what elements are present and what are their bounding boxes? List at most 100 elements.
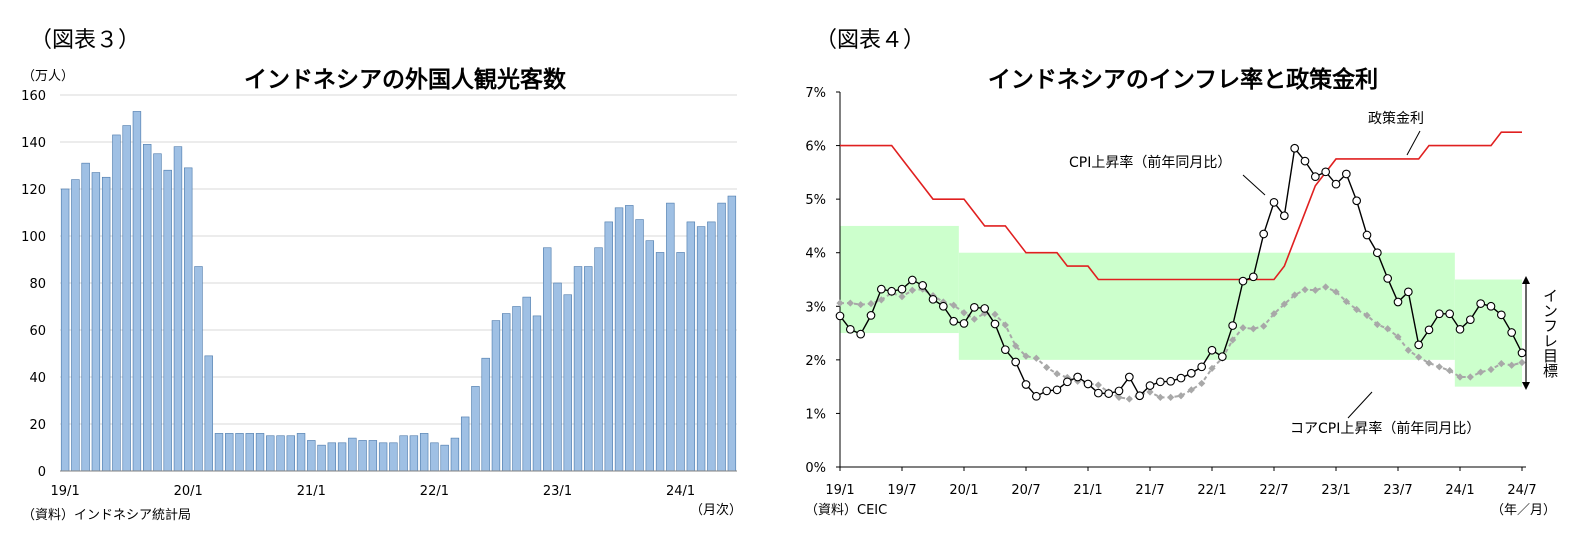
core-cpi-point bbox=[1363, 311, 1371, 319]
cpi-point bbox=[1031, 391, 1041, 401]
chart2-y-tick-label: 3% bbox=[805, 300, 826, 315]
chart1-bar bbox=[60, 188, 70, 472]
cpi-point bbox=[1455, 324, 1465, 334]
cpi-point bbox=[1248, 272, 1258, 282]
cpi-point bbox=[1259, 229, 1269, 239]
chart1-bar bbox=[214, 433, 224, 472]
cpi-point bbox=[1217, 352, 1227, 361]
core-cpi-point bbox=[1394, 333, 1402, 341]
core-cpi-point bbox=[908, 286, 916, 294]
cpi-point bbox=[1000, 345, 1010, 355]
core-cpi-point bbox=[857, 301, 865, 309]
chart1-bar bbox=[163, 169, 172, 472]
cpi-point bbox=[1300, 156, 1310, 166]
cpi-point bbox=[835, 311, 845, 321]
cpi-point bbox=[876, 284, 886, 294]
policy-rate-annotation: 政策金利 bbox=[1368, 110, 1424, 127]
chart1-bar bbox=[450, 437, 460, 472]
cpi-point bbox=[1352, 196, 1362, 206]
chart1-bar bbox=[676, 252, 685, 472]
chart1-bar bbox=[532, 315, 542, 472]
chart1-bar bbox=[348, 437, 357, 472]
core-cpi-point bbox=[1022, 352, 1030, 360]
inflation-target-label: インフレ目標 bbox=[1541, 288, 1559, 378]
cpi-point bbox=[1414, 340, 1424, 350]
cpi-point bbox=[938, 301, 948, 311]
core-cpi-point bbox=[1353, 305, 1361, 314]
cpi-point bbox=[1393, 297, 1403, 307]
chart1-x-tick-label: 24/1 bbox=[666, 484, 695, 499]
figure3-label: （図表３） bbox=[30, 28, 140, 53]
chart1-bar bbox=[71, 179, 80, 472]
core-cpi-point bbox=[1415, 353, 1423, 361]
cpi-point bbox=[1114, 386, 1124, 396]
chart1-bar bbox=[91, 172, 101, 472]
chart1-bar bbox=[112, 134, 121, 472]
core-cpi-point bbox=[1198, 379, 1206, 388]
cpi-pointer bbox=[1242, 174, 1266, 196]
chart1-bar bbox=[276, 435, 285, 472]
cpi-point bbox=[1290, 143, 1300, 153]
cpi-point bbox=[1445, 309, 1455, 319]
cpi-point bbox=[1465, 315, 1475, 325]
chart2-x-tick-label: 21/7 bbox=[1135, 483, 1164, 498]
chart1-bar bbox=[707, 221, 716, 472]
core-cpi-point bbox=[970, 315, 978, 323]
chart2-x-unit: （年／月） bbox=[1491, 503, 1556, 518]
chart2-x-tick-label: 24/1 bbox=[1445, 483, 1474, 498]
cpi-point bbox=[1476, 299, 1486, 308]
chart1-y-tick-label: 0 bbox=[38, 465, 46, 480]
chart1-bar bbox=[645, 240, 655, 472]
cpi-point bbox=[1279, 211, 1289, 221]
core-cpi-point bbox=[1187, 386, 1195, 394]
chart1-y-tick-label: 20 bbox=[29, 418, 46, 433]
chart1-bar bbox=[696, 226, 706, 472]
core-cpi-annotation: コアCPI上昇率（前年同月比） bbox=[1290, 420, 1480, 437]
chart1-bar bbox=[614, 207, 624, 472]
cpi-point bbox=[1073, 372, 1083, 382]
chart2-y-tick-label: 5% bbox=[805, 193, 826, 208]
cpi-point bbox=[959, 319, 969, 328]
core-cpi-point bbox=[1229, 336, 1237, 344]
chart1-bar bbox=[655, 252, 665, 472]
core-cpi-point bbox=[1043, 363, 1051, 371]
core-cpi-point bbox=[1311, 286, 1319, 294]
chart2-title: インドネシアのインフレ率と政策金利 bbox=[988, 66, 1378, 93]
chart2-y-tick-label: 2% bbox=[805, 354, 826, 369]
chart1-bar bbox=[204, 355, 213, 472]
cpi-point bbox=[1517, 348, 1527, 358]
cpi-point bbox=[980, 304, 990, 313]
chart1-bar bbox=[266, 435, 275, 472]
chart1-bar bbox=[625, 205, 634, 472]
policy-rate-pointer bbox=[1406, 130, 1421, 156]
chart1-bar bbox=[666, 202, 675, 472]
cpi-point bbox=[1228, 321, 1238, 330]
chart1-bar bbox=[522, 296, 531, 472]
core-cpi-point bbox=[846, 299, 854, 307]
cpi-point bbox=[845, 324, 855, 334]
chart1-bar bbox=[337, 442, 347, 472]
cpi-point bbox=[1021, 380, 1031, 389]
chart2-x-tick-label: 22/7 bbox=[1259, 483, 1288, 498]
chart1-x-tick-label: 20/1 bbox=[174, 484, 203, 499]
cpi-point bbox=[1424, 325, 1434, 335]
chart1-bar bbox=[225, 433, 234, 472]
chart1-y-tick-label: 80 bbox=[29, 277, 46, 292]
core-cpi-point bbox=[1239, 324, 1247, 332]
chart2-y-tick-label: 0% bbox=[805, 461, 826, 476]
chart2-y-tick-label: 6% bbox=[805, 140, 826, 155]
chart1-bar bbox=[604, 221, 613, 472]
chart1-bar bbox=[245, 433, 254, 472]
cpi-point bbox=[1383, 274, 1393, 283]
cpi-point bbox=[969, 303, 979, 312]
chart1-bar bbox=[184, 167, 193, 472]
core-cpi-point bbox=[1456, 373, 1464, 381]
chart2-source: （資料）CEIC bbox=[805, 503, 887, 518]
cpi-point bbox=[1341, 169, 1351, 179]
core-cpi-point bbox=[1291, 291, 1299, 299]
chart1-bar bbox=[142, 144, 152, 472]
chart1-x-tick-label: 21/1 bbox=[297, 484, 326, 499]
cpi-point bbox=[1331, 179, 1341, 189]
chart1-bar bbox=[419, 433, 429, 472]
